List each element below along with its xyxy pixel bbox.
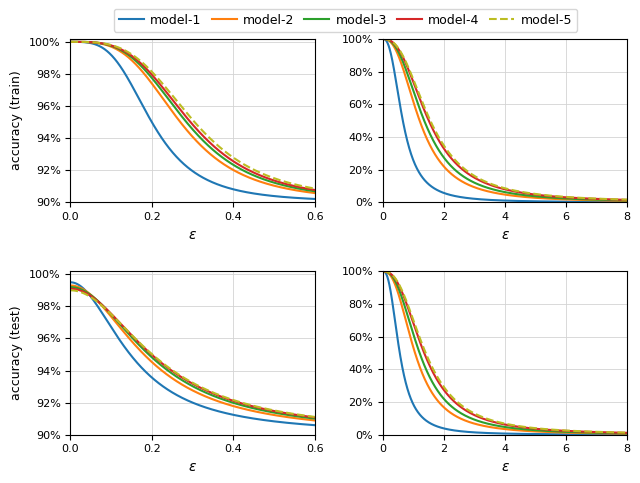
model-1	[92, 42, 99, 47]
model-2	[165, 104, 173, 110]
Line: model-4: model-4	[70, 42, 315, 190]
model-3	[92, 40, 99, 45]
model-4	[234, 161, 242, 167]
model-3	[261, 177, 269, 183]
model-4	[92, 40, 99, 45]
model-4	[257, 173, 265, 179]
model-4	[261, 174, 269, 180]
model-1	[234, 187, 242, 193]
Y-axis label: accuracy (test): accuracy (test)	[10, 306, 24, 400]
model-1	[311, 196, 319, 202]
model-5	[261, 172, 269, 178]
X-axis label: ε: ε	[501, 460, 509, 474]
model-2	[67, 39, 74, 45]
model-2	[257, 179, 265, 185]
X-axis label: ε: ε	[189, 227, 196, 242]
model-2	[174, 116, 182, 122]
model-1	[261, 192, 269, 198]
model-4	[165, 93, 173, 99]
model-5	[174, 99, 182, 105]
X-axis label: ε: ε	[501, 227, 509, 242]
model-1	[165, 145, 173, 151]
model-3	[165, 97, 173, 103]
model-1	[174, 156, 182, 161]
model-1	[67, 39, 74, 45]
Line: model-5: model-5	[70, 42, 315, 188]
model-5	[234, 158, 242, 164]
model-3	[234, 165, 242, 170]
model-5	[257, 170, 265, 176]
model-4	[311, 187, 319, 193]
Line: model-3: model-3	[70, 42, 315, 191]
X-axis label: ε: ε	[189, 460, 196, 474]
Legend: model-1, model-2, model-3, model-4, model-5: model-1, model-2, model-3, model-4, mode…	[114, 9, 577, 32]
model-5	[92, 40, 99, 45]
Line: model-2: model-2	[70, 42, 315, 193]
Y-axis label: accuracy (train): accuracy (train)	[10, 71, 24, 170]
model-4	[67, 39, 74, 45]
model-5	[311, 185, 319, 191]
model-2	[234, 170, 242, 175]
model-4	[174, 104, 182, 110]
model-2	[92, 40, 99, 45]
model-5	[67, 39, 74, 45]
model-3	[311, 188, 319, 194]
Line: model-1: model-1	[70, 42, 315, 199]
model-1	[257, 192, 265, 198]
model-5	[165, 89, 173, 95]
model-3	[174, 109, 182, 114]
model-3	[257, 175, 265, 181]
model-2	[261, 180, 269, 186]
model-3	[67, 39, 74, 45]
model-2	[311, 190, 319, 196]
